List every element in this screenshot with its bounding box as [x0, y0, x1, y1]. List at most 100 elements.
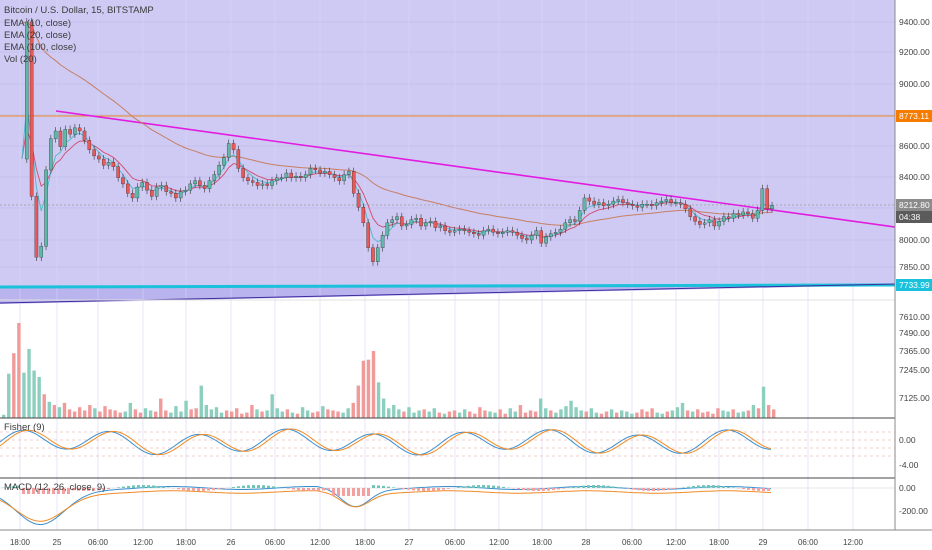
volume-bar: [528, 410, 533, 418]
volume-bar: [113, 410, 117, 418]
macd-label[interactable]: MACD (12, 26, close, 9): [4, 482, 106, 493]
legend-ema10[interactable]: EMA (10, close): [4, 18, 72, 29]
macd-histogram-bar: [297, 488, 300, 491]
candle-body: [563, 222, 568, 230]
volume-bar: [392, 405, 396, 418]
volume-bar: [164, 410, 168, 418]
candle-body: [121, 177, 125, 185]
volume-bar: [569, 400, 573, 418]
candle-body: [351, 171, 356, 194]
volume-bar: [751, 405, 756, 418]
volume-bar: [772, 409, 776, 418]
macd-histogram-bar: [467, 485, 470, 488]
candle-body: [683, 204, 688, 210]
candle-body: [476, 233, 481, 236]
volume-tick-label: 7245.00: [899, 365, 930, 375]
macd-histogram-bar: [727, 486, 730, 488]
candle-body: [640, 204, 644, 208]
candle-body: [424, 222, 428, 227]
volume-bar: [478, 407, 482, 418]
macd-histogram-bar: [712, 485, 715, 488]
candle-body: [327, 171, 332, 175]
fisher-label[interactable]: Fisher (9): [4, 422, 45, 433]
macd-histogram-bar: [537, 488, 540, 491]
legend-ema100[interactable]: EMA (100, close): [4, 42, 77, 53]
volume-bar: [103, 406, 107, 418]
macd-histogram-bar: [157, 486, 160, 488]
volume-bar: [518, 405, 523, 418]
volume-bar: [148, 410, 153, 418]
candle-body: [380, 235, 385, 248]
candle-body: [106, 161, 111, 166]
volume-bar: [250, 405, 254, 418]
volume-bar: [169, 412, 173, 418]
volume-bar: [432, 408, 436, 418]
volume-bar: [341, 412, 345, 418]
macd-histogram-bar: [142, 485, 145, 488]
volume-bar: [98, 411, 102, 418]
candle-body: [82, 130, 87, 141]
time-tick-label: 06:00: [265, 538, 286, 547]
volume-bar: [675, 407, 680, 418]
macd-histogram-bar: [447, 488, 450, 489]
time-tick-label: 18:00: [532, 538, 553, 547]
volume-bar: [437, 412, 442, 418]
macd-histogram-bar: [317, 488, 320, 491]
volume-bar: [245, 412, 249, 418]
candle-body: [361, 207, 366, 224]
macd-histogram-bar: [207, 488, 210, 491]
volume-bar: [701, 412, 705, 418]
legend-ema20[interactable]: EMA (20, close): [4, 30, 72, 41]
candle-body: [616, 199, 620, 202]
macd-histogram-bar: [607, 485, 610, 488]
time-tick-label: 18:00: [176, 538, 197, 547]
volume-bar: [32, 370, 36, 418]
candle-body: [587, 197, 592, 202]
candle-body: [178, 191, 183, 199]
candle-body: [73, 127, 77, 135]
candle-body: [92, 149, 96, 157]
candle-body: [198, 180, 202, 186]
macd-histogram-bar: [667, 488, 670, 490]
candle-body: [736, 213, 741, 216]
volume-bar: [331, 410, 335, 418]
volume-bar: [179, 411, 183, 418]
candle-body: [664, 199, 668, 202]
macd-histogram-bar: [552, 488, 555, 491]
legend-vol[interactable]: Vol (20): [4, 54, 37, 65]
candle-body: [481, 230, 486, 236]
macd-histogram-bar: [82, 488, 85, 491]
volume-bar: [407, 407, 411, 418]
volume-bar: [387, 408, 391, 418]
macd-histogram-bar: [512, 488, 515, 489]
macd-histogram-bar: [307, 488, 310, 491]
volume-bar: [189, 409, 193, 418]
candle-body: [44, 169, 48, 247]
candle-body: [520, 235, 524, 239]
macd-histogram-bar: [42, 488, 45, 494]
price-badge-resistance: 8773.11: [896, 110, 932, 122]
volume-bar: [412, 412, 416, 418]
macd-histogram-bar: [162, 486, 165, 488]
macd-histogram-bar: [687, 486, 690, 488]
volume-bar: [159, 398, 163, 418]
candle-body: [621, 199, 625, 203]
volume-bar: [457, 412, 462, 418]
volume-bar: [265, 410, 269, 418]
candle-body: [568, 219, 572, 224]
candle-body: [404, 224, 409, 227]
macd-histogram-bar: [177, 488, 180, 490]
time-tick-label: 06:00: [622, 538, 643, 547]
macd-histogram-bar: [322, 488, 325, 491]
time-tick-label: 28: [582, 538, 591, 547]
candle-body: [356, 193, 361, 208]
macd-histogram-bar: [417, 488, 420, 491]
macd-histogram-bar: [402, 488, 405, 490]
candle-body: [452, 230, 457, 233]
volume-bar: [88, 405, 92, 418]
candle-body: [366, 222, 370, 248]
candle-body: [510, 230, 515, 233]
time-tick-label: 29: [759, 538, 768, 547]
macd-histogram-bar: [302, 488, 305, 491]
